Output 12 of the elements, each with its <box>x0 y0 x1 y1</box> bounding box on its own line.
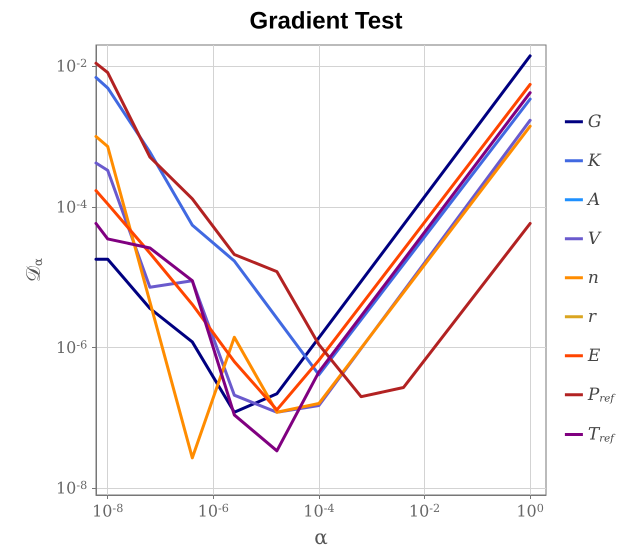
legend-label: Pref <box>586 384 616 405</box>
legend-label: A <box>586 190 600 210</box>
legend-label: V <box>588 228 602 249</box>
legend-label: G <box>588 112 602 132</box>
y-axis-title: 𝒟α <box>21 258 45 282</box>
x-axis-title: α <box>314 525 328 549</box>
legend-label: E <box>586 346 601 366</box>
chart-title: Gradient Test <box>250 8 402 34</box>
legend-label: n <box>588 268 599 288</box>
legend-label: Tref <box>588 424 616 444</box>
legend-label: K <box>586 150 602 171</box>
legend-label: r <box>588 306 597 327</box>
